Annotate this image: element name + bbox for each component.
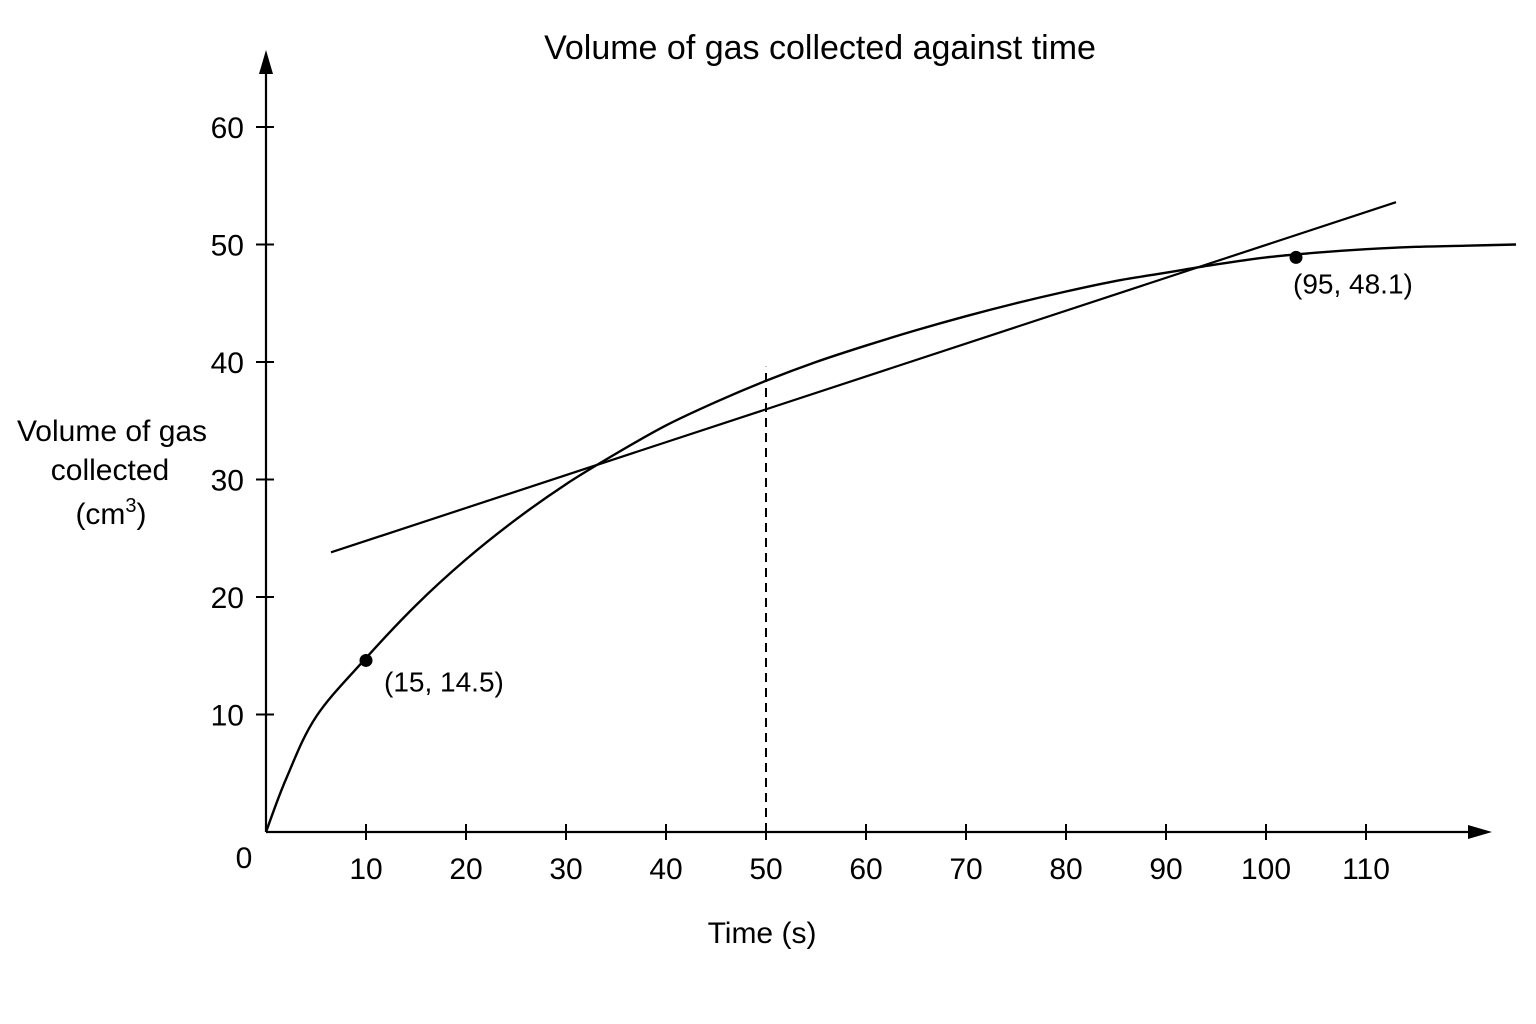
x-tick-label: 30 bbox=[549, 853, 582, 886]
y-tick-label: 60 bbox=[211, 112, 244, 145]
data-point bbox=[359, 653, 373, 667]
data-point bbox=[1289, 250, 1303, 264]
data-point-label: (95, 48.1) bbox=[1293, 268, 1413, 299]
tangent-line bbox=[330, 201, 1397, 554]
chart-title: Volume of gas collected against time bbox=[544, 29, 1096, 67]
x-tick-label: 80 bbox=[1049, 853, 1082, 886]
x-tick-label: 10 bbox=[349, 853, 382, 886]
plot-marks: (15, 14.5) (95, 48.1) bbox=[264, 201, 1517, 833]
x-axis-arrowhead bbox=[1468, 825, 1492, 839]
series-line bbox=[264, 243, 1517, 833]
x-tick-label: 90 bbox=[1149, 853, 1182, 886]
y-tick-label: 40 bbox=[211, 347, 244, 380]
y-tick-label: 30 bbox=[211, 465, 244, 498]
x-axis-label: Time (s) bbox=[708, 917, 817, 950]
x-tick-label: 60 bbox=[849, 853, 882, 886]
data-point-label: (15, 14.5) bbox=[384, 666, 504, 697]
y-axis-label-line-1: Volume of gas bbox=[17, 415, 207, 448]
y-axis-label-line-2: collected bbox=[51, 454, 169, 487]
x-tick-label: 70 bbox=[949, 853, 982, 886]
y-axis-ticks: 10 20 30 40 50 60 bbox=[211, 112, 274, 733]
y-axis-label-unit: (cm3) bbox=[75, 495, 146, 531]
y-tick-label: 20 bbox=[211, 582, 244, 615]
x-tick-label: 110 bbox=[1342, 853, 1390, 886]
x-tick-label: 40 bbox=[649, 853, 682, 886]
y-tick-label: 50 bbox=[211, 230, 244, 263]
x-tick-label: 100 bbox=[1241, 853, 1291, 886]
x-tick-label: 50 bbox=[749, 853, 782, 886]
x-axis-ticks: 10 20 30 40 50 60 70 80 90 100 110 bbox=[349, 824, 1390, 886]
y-axis-label: Volume of gas collected (cm3) bbox=[17, 415, 207, 531]
axes bbox=[259, 50, 1492, 839]
origin-label: 0 bbox=[236, 842, 253, 875]
x-tick-label: 20 bbox=[449, 853, 482, 886]
y-tick-label: 10 bbox=[211, 700, 244, 733]
y-axis-arrowhead bbox=[259, 50, 273, 74]
